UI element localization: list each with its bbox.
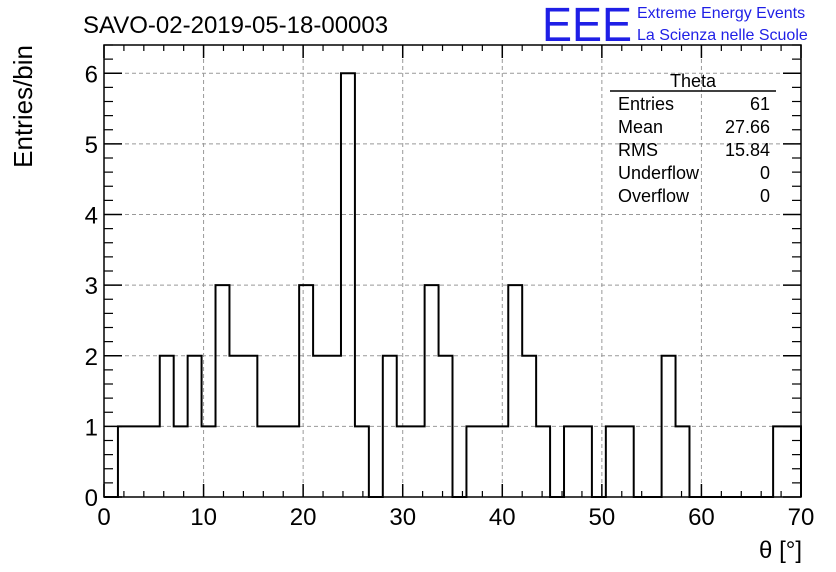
stats-value-mean: 27.66 — [725, 117, 770, 137]
stats-title: Theta — [670, 71, 717, 91]
x-tick-label: 60 — [688, 504, 715, 531]
y-axis-label: Entries/bin — [8, 45, 38, 168]
stats-label-mean: Mean — [618, 117, 663, 137]
stats-label-overflow: Overflow — [618, 186, 690, 206]
x-tick-label: 70 — [788, 504, 815, 531]
eee-logo: EEE — [542, 0, 632, 52]
grid-lines — [104, 45, 801, 497]
y-tick-label: 1 — [85, 414, 98, 441]
y-tick-label: 3 — [85, 273, 98, 300]
logo-line-2: La Scienza nelle Scuole — [637, 27, 808, 44]
x-tick-label: 20 — [290, 504, 317, 531]
stats-box: Theta Entries 61 Mean 27.66 RMS 15.84 Un… — [610, 71, 776, 206]
y-tick-label: 5 — [85, 132, 98, 159]
y-tick-label: 6 — [85, 61, 98, 88]
stats-label-rms: RMS — [618, 140, 658, 160]
y-tick-label: 0 — [85, 485, 98, 512]
stats-value-rms: 15.84 — [725, 140, 770, 160]
plot-frame — [103, 44, 802, 498]
logo-line-1: Extreme Energy Events — [637, 5, 805, 22]
x-tick-label: 0 — [97, 504, 110, 531]
histogram-outline — [104, 72, 802, 498]
x-tick-label: 50 — [589, 504, 616, 531]
stats-value-underflow: 0 — [760, 163, 770, 183]
stats-value-entries: 61 — [750, 94, 770, 114]
y-tick-label: 4 — [85, 203, 98, 230]
stats-label-entries: Entries — [618, 94, 674, 114]
stats-value-overflow: 0 — [760, 186, 770, 206]
stats-label-underflow: Underflow — [618, 163, 700, 183]
tick-labels: 0 10 20 30 40 50 60 70 0 1 2 3 4 5 6 — [85, 61, 815, 531]
y-tick-label: 2 — [85, 344, 98, 371]
x-tick-label: 40 — [489, 504, 516, 531]
chart-title: SAVO-02-2019-05-18-00003 — [83, 12, 388, 39]
x-tick-label: 30 — [389, 504, 416, 531]
x-axis-label: θ [°] — [759, 537, 802, 564]
x-tick-label: 10 — [190, 504, 217, 531]
axis-ticks — [103, 44, 802, 498]
